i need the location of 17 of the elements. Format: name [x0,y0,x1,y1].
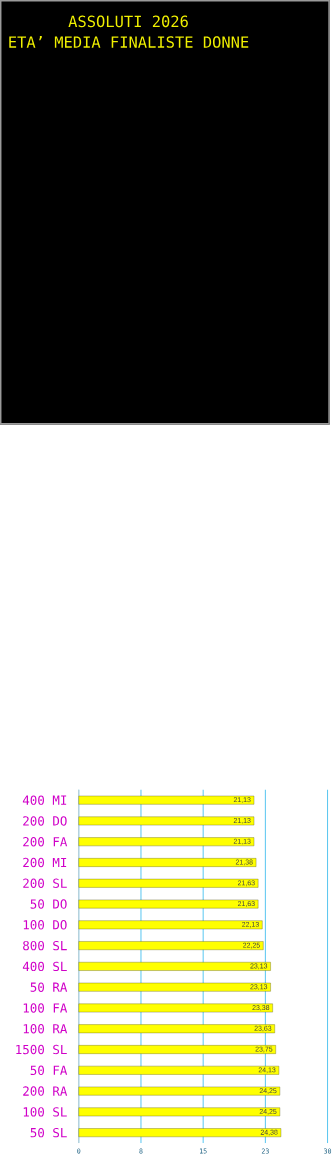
bar [78,1024,275,1034]
bar [78,795,255,805]
bar [78,1045,276,1054]
bar [78,1003,273,1013]
bar [78,899,259,909]
bar [78,982,271,992]
bar [78,1128,282,1137]
bar [78,816,255,826]
bar [78,1065,280,1075]
bar [78,920,263,930]
bar [78,962,271,971]
bar [78,941,264,950]
bar [78,837,255,847]
bar [78,1107,281,1117]
bar [78,1086,281,1096]
bar [78,858,257,867]
bar [78,878,259,888]
